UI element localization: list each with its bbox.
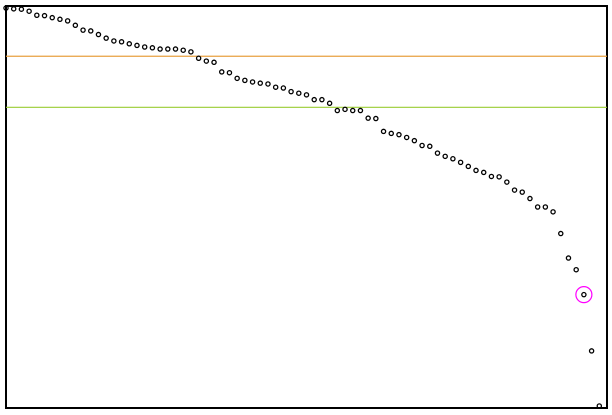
- data-point: [57, 16, 63, 23]
- data-point: [296, 90, 302, 96]
- plot-frame: [5, 5, 608, 409]
- data-point: [234, 75, 240, 82]
- data-point: [288, 88, 294, 95]
- data-point: [465, 163, 472, 170]
- data-point: [527, 195, 533, 202]
- data-point: [211, 59, 217, 66]
- data-point: [203, 58, 210, 64]
- data-point: [596, 403, 603, 409]
- data-point: [504, 179, 510, 185]
- data-point: [3, 5, 9, 11]
- highlight-layer: [575, 286, 593, 304]
- data-point: [64, 18, 71, 24]
- data-point: [272, 84, 279, 90]
- data-point: [172, 46, 179, 52]
- data-point: [103, 35, 109, 41]
- data-point: [480, 169, 487, 176]
- data-point: [134, 42, 140, 49]
- data-point: [141, 44, 148, 50]
- data-point: [573, 266, 579, 273]
- data-point: [473, 167, 479, 174]
- data-point: [249, 79, 256, 85]
- highlight-ring: [575, 286, 593, 304]
- data-point: [280, 85, 287, 91]
- data-point: [380, 128, 387, 135]
- data-point: [218, 69, 225, 75]
- data-point: [242, 77, 248, 84]
- data-point: [588, 348, 595, 354]
- data-point: [519, 189, 525, 195]
- data-point: [457, 159, 464, 166]
- data-point: [542, 204, 549, 210]
- data-point: [581, 291, 587, 298]
- data-point: [49, 14, 55, 21]
- data-point: [442, 153, 448, 160]
- data-point: [373, 115, 379, 122]
- data-point: [111, 38, 117, 44]
- data-point: [326, 100, 333, 107]
- data-point: [180, 47, 186, 53]
- data-point: [18, 6, 25, 12]
- data-point: [319, 96, 325, 103]
- reference-lines: [6, 55, 607, 108]
- data-point: [511, 187, 518, 193]
- data-point: [558, 230, 564, 237]
- data-point: [26, 8, 32, 14]
- data-point: [534, 204, 541, 210]
- data-point: [88, 28, 94, 34]
- data-point: [303, 92, 310, 98]
- data-point: [550, 209, 556, 215]
- data-point: [226, 69, 233, 76]
- data-point: [488, 173, 495, 180]
- data-point: [72, 22, 79, 29]
- data-point: [427, 143, 433, 150]
- data-point: [334, 107, 341, 114]
- data-point: [149, 45, 156, 51]
- data-point: [257, 80, 264, 86]
- data-point: [311, 96, 317, 103]
- data-point: [434, 150, 441, 156]
- data-point: [450, 156, 456, 162]
- data-point: [349, 107, 356, 114]
- data-point: [157, 46, 163, 52]
- data-point: [411, 137, 418, 144]
- data-point: [403, 134, 410, 141]
- data-point: [165, 46, 171, 52]
- data-point: [565, 255, 572, 261]
- data-point: [396, 131, 402, 138]
- data-point: [95, 31, 102, 38]
- data-point: [496, 174, 502, 180]
- data-points: [3, 5, 603, 409]
- data-point: [41, 12, 48, 19]
- data-point: [265, 81, 271, 87]
- data-point: [195, 55, 202, 62]
- data-point: [80, 27, 86, 33]
- data-point: [342, 106, 348, 113]
- data-point: [10, 6, 17, 12]
- data-point: [126, 41, 133, 47]
- data-point: [118, 39, 125, 45]
- data-point: [357, 107, 364, 114]
- data-point: [365, 115, 371, 121]
- data-point: [388, 130, 395, 137]
- data-point: [34, 12, 40, 18]
- data-point: [188, 49, 194, 55]
- data-point: [419, 142, 425, 149]
